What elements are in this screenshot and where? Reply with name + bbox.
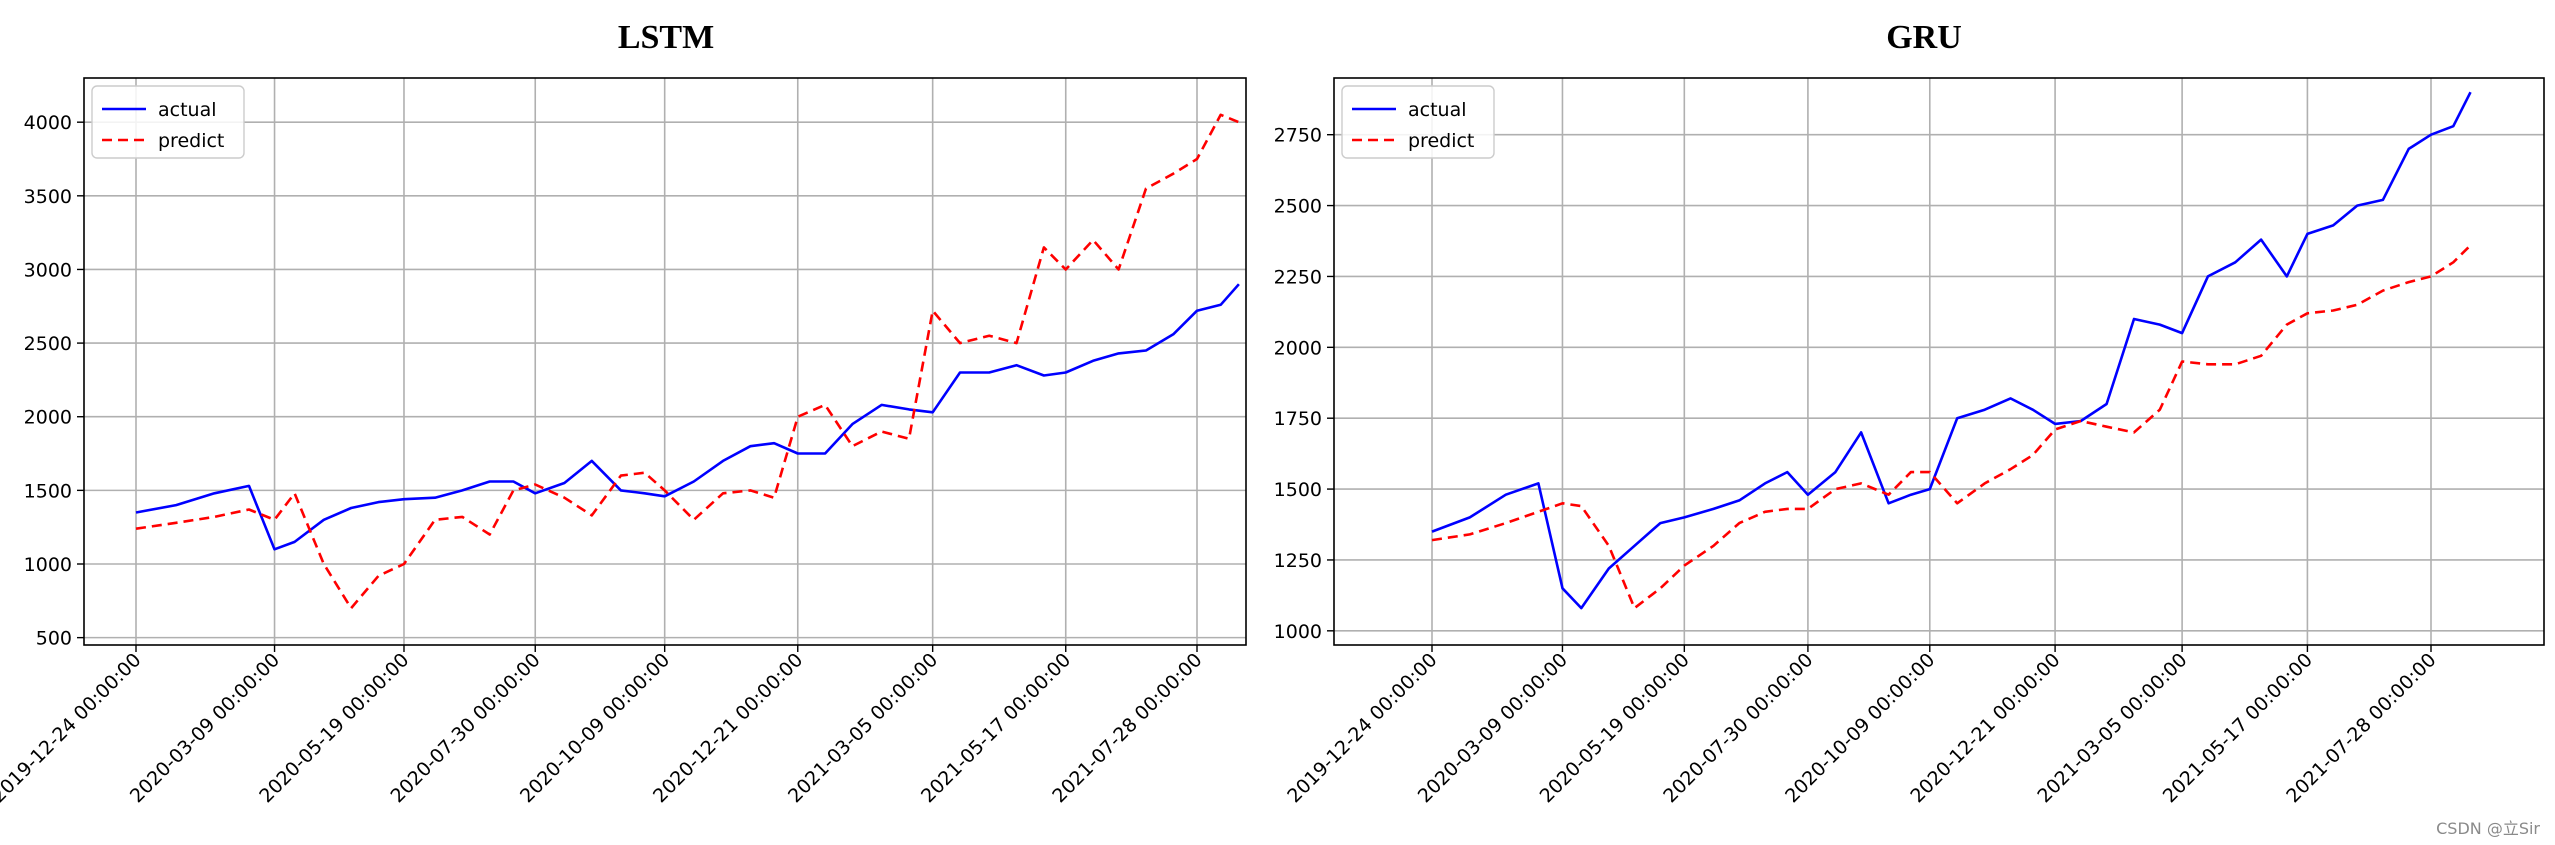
lstm-x-tick-label: 2020-12-21 00:00:00: [649, 649, 807, 807]
gru-y-tick-label: 2250: [1274, 266, 1322, 288]
lstm-legend-box: [91, 85, 245, 159]
lstm-x-tick-label: 2020-03-09 00:00:00: [126, 649, 284, 807]
lstm-x-tick-label: 2020-05-19 00:00:00: [255, 649, 413, 807]
lstm-x-tick-label: 2020-07-30 00:00:00: [387, 649, 545, 807]
gru-y-tick-label: 1750: [1274, 408, 1322, 430]
lstm-y-tick-label: 3000: [24, 259, 72, 281]
gru-series-actual-line: [1431, 91, 2472, 610]
gru-plot-frame: [1333, 77, 2545, 646]
gru-chart-title: GRU: [1886, 19, 1962, 56]
lstm-legend-label-predict: predict: [158, 130, 224, 152]
lstm-series-actual-line: [135, 283, 1240, 551]
gru-chart: GRU 1000 1250 1500 1750 2000 2250 2500 2750 2019…: [1274, 19, 2545, 807]
lstm-chart-title: LSTM: [618, 19, 714, 56]
gru-y-tick-label: 1250: [1274, 550, 1322, 572]
gru-series-predict-line: [1431, 244, 2472, 610]
lstm-series-predict-line: [135, 113, 1240, 610]
lstm-y-tick-label: 2500: [24, 333, 72, 355]
lstm-y-tick-label: 1000: [24, 554, 72, 576]
lstm-y-tick-label: 1500: [24, 480, 72, 502]
gru-legend-label-predict: predict: [1408, 130, 1474, 152]
gru-y-tick-label: 2000: [1274, 337, 1322, 359]
lstm-y-tick-label: 3500: [24, 186, 72, 208]
gru-y-tick-label: 1500: [1274, 479, 1322, 501]
lstm-x-tick-label: 2021-03-05 00:00:00: [784, 649, 942, 807]
lstm-x-tick-label: 2021-07-28 00:00:00: [1048, 649, 1206, 807]
lstm-x-tick-label: 2019-12-24 00:00:00: [0, 649, 146, 807]
lstm-y-tick-label: 500: [36, 628, 72, 650]
lstm-x-tick-label: 2021-05-17 00:00:00: [917, 649, 1075, 807]
lstm-legend-label-actual: actual: [158, 99, 217, 121]
gru-y-tick-label: 2500: [1274, 196, 1322, 218]
gru-y-tick-label: 1000: [1274, 621, 1322, 643]
watermark-text: CSDN @立Sir: [2436, 819, 2540, 838]
lstm-y-tick-label: 2000: [24, 407, 72, 429]
lstm-y-tick-label: 4000: [24, 112, 72, 134]
gru-y-tick-label: 2750: [1274, 125, 1322, 147]
gru-legend-box: [1341, 85, 1495, 159]
lstm-chart: LSTM 500 1000 1500 2000 2500 3000 3500 4000 2019…: [0, 19, 1247, 807]
gru-x-tick-label: 2019-12-24 00:00:00: [1283, 649, 1441, 807]
lstm-x-tick-label: 2020-10-09 00:00:00: [516, 649, 674, 807]
gru-legend-label-actual: actual: [1408, 99, 1467, 121]
